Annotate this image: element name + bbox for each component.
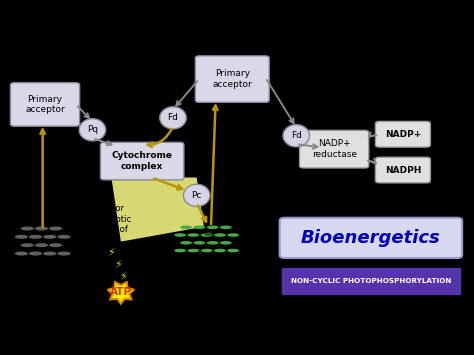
Text: ⚡: ⚡ — [108, 248, 115, 258]
Ellipse shape — [201, 249, 212, 252]
FancyBboxPatch shape — [375, 121, 430, 147]
Ellipse shape — [49, 226, 63, 230]
Ellipse shape — [174, 233, 186, 237]
Text: Pq: Pq — [87, 125, 98, 134]
Text: Pc: Pc — [191, 191, 202, 200]
FancyBboxPatch shape — [10, 83, 80, 126]
Text: Primary
acceptor: Primary acceptor — [212, 69, 252, 89]
FancyBboxPatch shape — [375, 157, 430, 183]
Ellipse shape — [35, 226, 48, 230]
Text: Fd: Fd — [291, 131, 301, 140]
Ellipse shape — [57, 252, 71, 256]
Ellipse shape — [207, 241, 219, 245]
Ellipse shape — [15, 252, 28, 256]
Ellipse shape — [79, 119, 106, 141]
Text: NADP+
reductase: NADP+ reductase — [312, 140, 356, 159]
Text: NADPH: NADPH — [385, 165, 421, 175]
Ellipse shape — [160, 107, 186, 129]
Ellipse shape — [49, 243, 63, 247]
Text: Energy for
chemiosmotic
synthesis of: Energy for chemiosmotic synthesis of — [72, 204, 132, 234]
Text: Primary
acceptor: Primary acceptor — [25, 95, 65, 114]
Text: Cytochrome
complex: Cytochrome complex — [112, 151, 173, 171]
Ellipse shape — [207, 225, 219, 229]
Text: ATP: ATP — [110, 287, 132, 297]
Text: NON-CYCLIC PHOTOPHOSPHORYLATION: NON-CYCLIC PHOTOPHOSPHORYLATION — [291, 278, 451, 284]
Ellipse shape — [204, 233, 213, 236]
Ellipse shape — [214, 249, 226, 252]
Ellipse shape — [29, 235, 42, 239]
Ellipse shape — [193, 241, 205, 245]
Ellipse shape — [193, 225, 205, 229]
Text: ⚡: ⚡ — [119, 272, 127, 282]
FancyBboxPatch shape — [300, 130, 369, 168]
Text: Photosystem II: Photosystem II — [5, 267, 81, 276]
Ellipse shape — [174, 249, 186, 252]
Ellipse shape — [201, 233, 212, 237]
Ellipse shape — [183, 184, 210, 207]
Ellipse shape — [21, 226, 34, 230]
Ellipse shape — [57, 235, 71, 239]
Ellipse shape — [180, 225, 192, 229]
Polygon shape — [111, 178, 204, 242]
Text: Fd: Fd — [168, 113, 178, 122]
Ellipse shape — [21, 243, 34, 247]
FancyBboxPatch shape — [280, 218, 462, 258]
Ellipse shape — [283, 125, 310, 147]
Ellipse shape — [220, 241, 232, 245]
Text: NADP+: NADP+ — [385, 130, 421, 139]
Ellipse shape — [188, 233, 200, 237]
Polygon shape — [108, 282, 134, 304]
Ellipse shape — [188, 249, 200, 252]
Text: ⚡: ⚡ — [114, 261, 121, 271]
Text: Photosystem I: Photosystem I — [172, 264, 245, 273]
FancyBboxPatch shape — [282, 268, 460, 294]
Ellipse shape — [227, 249, 239, 252]
FancyBboxPatch shape — [100, 142, 184, 180]
Ellipse shape — [220, 225, 232, 229]
Ellipse shape — [227, 233, 239, 237]
Ellipse shape — [15, 235, 28, 239]
Ellipse shape — [29, 252, 42, 256]
Ellipse shape — [35, 243, 48, 247]
Ellipse shape — [180, 241, 192, 245]
Ellipse shape — [214, 233, 226, 237]
Ellipse shape — [43, 235, 56, 239]
Ellipse shape — [43, 252, 56, 256]
Text: Bioenergetics: Bioenergetics — [301, 229, 441, 247]
FancyBboxPatch shape — [195, 56, 269, 102]
